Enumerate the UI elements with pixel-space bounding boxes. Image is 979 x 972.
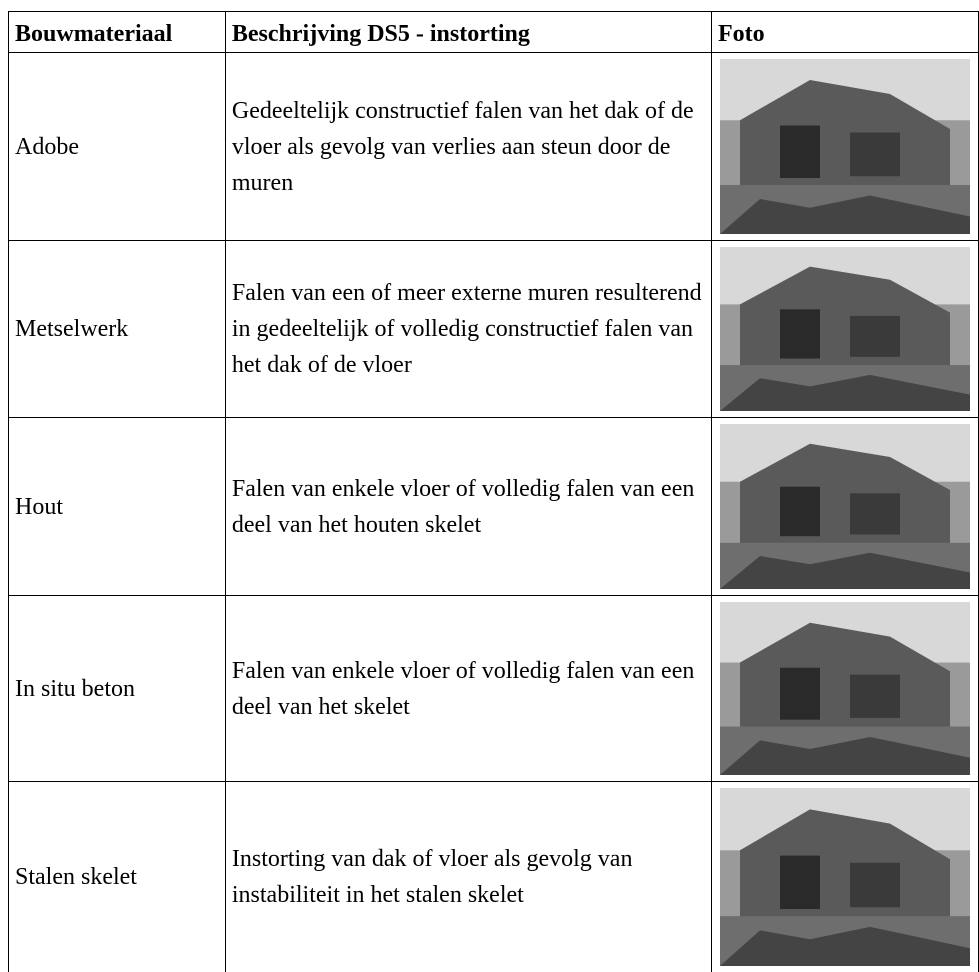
photo-cell bbox=[711, 596, 978, 782]
photo-cell bbox=[711, 418, 978, 596]
photo bbox=[720, 424, 970, 589]
description-cell: Falen van enkele vloer of volledig falen… bbox=[225, 418, 711, 596]
material-cell: Metselwerk bbox=[9, 241, 226, 418]
photo bbox=[720, 788, 970, 966]
photo bbox=[720, 59, 970, 234]
description-cell: Falen van enkele vloer of volledig falen… bbox=[225, 596, 711, 782]
photo bbox=[720, 247, 970, 411]
photo-cell bbox=[711, 241, 978, 418]
material-cell: Hout bbox=[9, 418, 226, 596]
material-cell: Stalen skelet bbox=[9, 782, 226, 972]
material-cell: Adobe bbox=[9, 53, 226, 241]
damage-table: Bouwmateriaal Beschrijving DS5 - instort… bbox=[8, 11, 979, 972]
photo-cell bbox=[711, 53, 978, 241]
header-cell: Bouwmateriaal bbox=[9, 12, 226, 53]
description-cell: Falen van een of meer externe muren resu… bbox=[225, 241, 711, 418]
header-cell: Beschrijving DS5 - instorting bbox=[225, 12, 711, 53]
material-cell: In situ beton bbox=[9, 596, 226, 782]
header-row: Bouwmateriaal Beschrijving DS5 - instort… bbox=[9, 12, 979, 53]
description-cell: Gedeeltelijk constructief falen van het … bbox=[225, 53, 711, 241]
header-cell: Foto bbox=[711, 12, 978, 53]
photo bbox=[720, 602, 970, 775]
description-cell: Instorting van dak of vloer als gevolg v… bbox=[225, 782, 711, 972]
photo-cell bbox=[711, 782, 978, 972]
